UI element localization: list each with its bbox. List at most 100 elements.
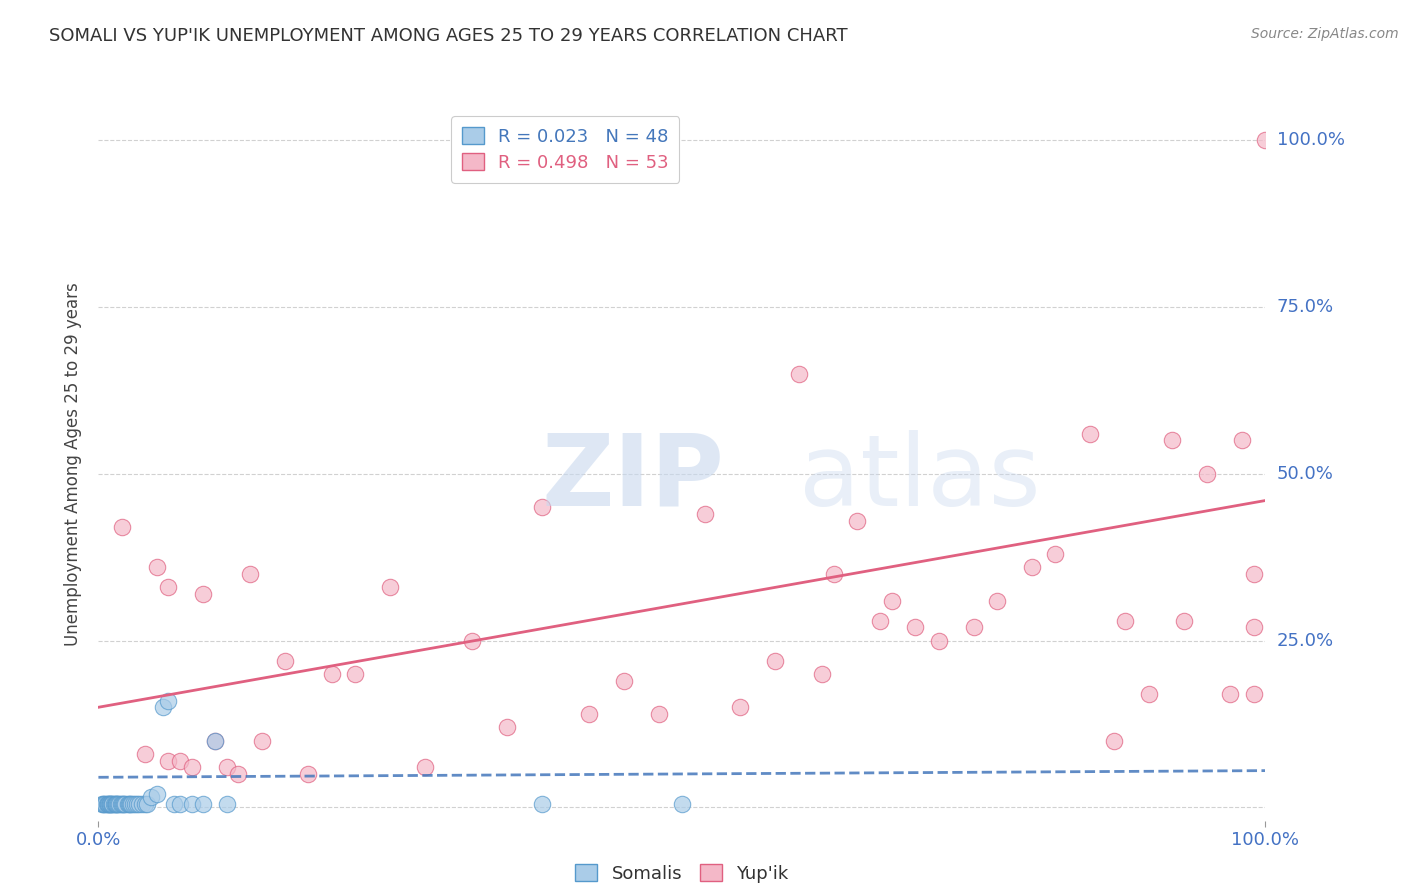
- Point: [134, 797, 156, 811]
- Point: [96, 797, 118, 811]
- Text: SOMALI VS YUP'IK UNEMPLOYMENT AMONG AGES 25 TO 29 YEARS CORRELATION CHART: SOMALI VS YUP'IK UNEMPLOYMENT AMONG AGES…: [49, 27, 848, 45]
- Point: [1243, 687, 1265, 701]
- Point: [114, 797, 136, 811]
- Point: [111, 797, 134, 811]
- Point: [169, 754, 191, 768]
- Point: [193, 797, 215, 811]
- Point: [139, 790, 162, 805]
- Point: [730, 700, 752, 714]
- Point: [763, 654, 786, 668]
- Point: [1102, 733, 1125, 747]
- Point: [811, 667, 834, 681]
- Point: [1080, 426, 1102, 441]
- Point: [146, 787, 169, 801]
- Point: [98, 797, 121, 811]
- Point: [671, 797, 693, 811]
- Point: [118, 797, 141, 811]
- Point: [97, 797, 120, 811]
- Point: [124, 797, 146, 811]
- Point: [104, 797, 127, 811]
- Point: [157, 754, 180, 768]
- Point: [461, 633, 484, 648]
- Point: [869, 614, 891, 628]
- Point: [904, 620, 927, 634]
- Point: [1195, 467, 1218, 481]
- Point: [204, 733, 226, 747]
- Point: [823, 566, 845, 581]
- Point: [1243, 620, 1265, 634]
- Point: [1243, 566, 1265, 581]
- Point: [1230, 434, 1253, 448]
- Point: [169, 797, 191, 811]
- Legend: Somalis, Yup'ik: Somalis, Yup'ik: [568, 857, 796, 890]
- Text: 50.0%: 50.0%: [1277, 465, 1333, 483]
- Text: atlas: atlas: [799, 430, 1040, 526]
- Y-axis label: Unemployment Among Ages 25 to 29 years: Unemployment Among Ages 25 to 29 years: [65, 282, 83, 646]
- Point: [578, 706, 600, 721]
- Point: [108, 797, 131, 811]
- Point: [97, 797, 120, 811]
- Point: [695, 507, 717, 521]
- Point: [495, 720, 517, 734]
- Point: [163, 797, 186, 811]
- Point: [90, 797, 112, 811]
- Point: [612, 673, 634, 688]
- Point: [378, 580, 402, 594]
- Point: [105, 797, 128, 811]
- Point: [928, 633, 950, 648]
- Point: [1137, 687, 1160, 701]
- Point: [986, 593, 1008, 607]
- Point: [880, 593, 903, 607]
- Text: Source: ZipAtlas.com: Source: ZipAtlas.com: [1251, 27, 1399, 41]
- Point: [101, 797, 124, 811]
- Point: [103, 797, 125, 811]
- Point: [136, 797, 159, 811]
- Point: [93, 797, 115, 811]
- Point: [215, 797, 238, 811]
- Text: ZIP: ZIP: [541, 430, 724, 526]
- Point: [530, 500, 553, 515]
- Point: [111, 797, 134, 811]
- Point: [193, 587, 215, 601]
- Point: [112, 797, 135, 811]
- Point: [413, 760, 436, 774]
- Point: [111, 520, 134, 534]
- Point: [1114, 614, 1136, 628]
- Point: [94, 797, 117, 811]
- Point: [274, 654, 297, 668]
- Text: 75.0%: 75.0%: [1277, 298, 1334, 316]
- Point: [647, 706, 669, 721]
- Point: [180, 797, 202, 811]
- Point: [1045, 547, 1067, 561]
- Point: [228, 767, 250, 781]
- Point: [146, 560, 169, 574]
- Point: [122, 797, 145, 811]
- Point: [118, 797, 141, 811]
- Point: [1254, 133, 1277, 147]
- Point: [239, 566, 262, 581]
- Point: [104, 797, 127, 811]
- Text: 25.0%: 25.0%: [1277, 632, 1334, 649]
- Point: [101, 797, 124, 811]
- Point: [98, 797, 121, 811]
- Point: [120, 797, 142, 811]
- Point: [180, 760, 202, 774]
- Point: [1021, 560, 1043, 574]
- Point: [204, 733, 226, 747]
- Point: [110, 797, 132, 811]
- Point: [845, 514, 868, 528]
- Point: [157, 693, 180, 707]
- Point: [107, 797, 129, 811]
- Point: [125, 797, 148, 811]
- Point: [157, 580, 180, 594]
- Point: [321, 667, 343, 681]
- Point: [134, 747, 156, 761]
- Point: [104, 797, 127, 811]
- Point: [215, 760, 238, 774]
- Point: [1161, 434, 1184, 448]
- Point: [1219, 687, 1241, 701]
- Point: [152, 700, 174, 714]
- Point: [97, 797, 120, 811]
- Point: [100, 797, 122, 811]
- Point: [128, 797, 150, 811]
